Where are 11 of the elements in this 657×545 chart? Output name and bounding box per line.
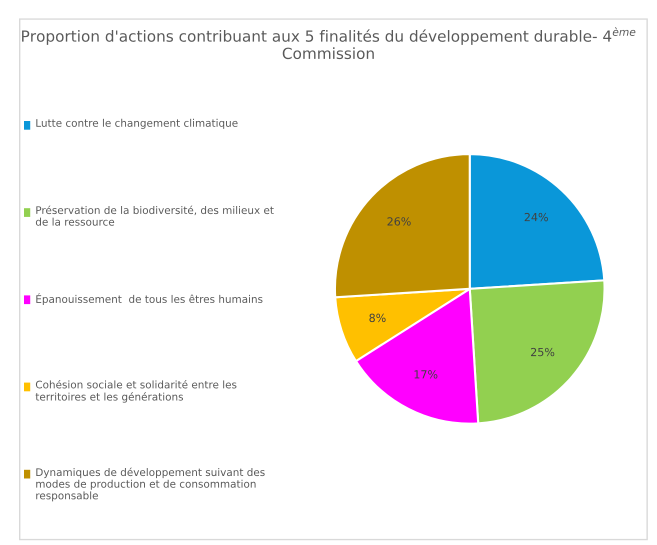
legend-label: Lutte contre le changement climatique — [36, 118, 238, 129]
data-label: 26% — [387, 217, 411, 226]
data-label: 24% — [524, 212, 548, 222]
data-label: 17% — [414, 370, 438, 379]
legend-label: Préservation de la biodiversité, des milieux et de la ressource — [36, 206, 274, 226]
legend-label: Cohésion sociale et solidarité entre les territoires et les générations — [36, 380, 236, 403]
legend-label: Dynamiques de développement suivant des modes de production et de consommation responsable — [36, 468, 265, 502]
data-label: 25% — [531, 348, 554, 356]
chart-title: Proportion d'actions contribuant aux 5 finalités du développement durable- 4$^{ème}$ Commission — [22, 27, 636, 60]
data-label: 8% — [369, 314, 386, 322]
legend-label: Épanouissement de tous les êtres humains — [36, 293, 262, 306]
